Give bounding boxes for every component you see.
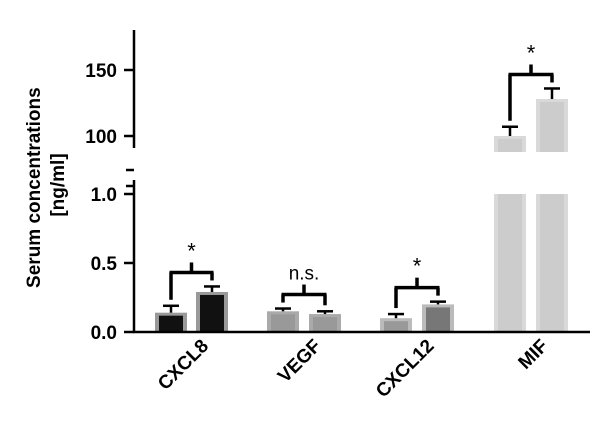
x-category-label: CXCL12 <box>372 336 438 402</box>
y-axis-label: Serum concentrations [ng/ml] <box>24 82 69 288</box>
y-tick-label: 150 <box>85 61 117 82</box>
bar-inner <box>384 321 408 332</box>
bars-layer <box>155 99 568 332</box>
significance-label: n.s. <box>289 264 320 285</box>
significance-label: * <box>413 254 422 279</box>
significance-label: * <box>527 40 536 65</box>
bar-inner <box>313 317 337 332</box>
bar-inner <box>271 314 295 332</box>
y-tick-label: 1.0 <box>91 185 117 206</box>
error-bars-layer <box>163 87 560 319</box>
x-labels-layer: CXCL8 VEGF CXCL12 MIF <box>154 336 552 402</box>
bar-inner <box>540 102 564 152</box>
significance-label: * <box>187 238 196 263</box>
x-category-label: CXCL8 <box>154 336 213 395</box>
significance-layer: * n.s. * * <box>169 40 554 309</box>
bar-inner <box>498 139 522 152</box>
bar-inner <box>540 194 564 332</box>
axes-layer <box>126 30 590 334</box>
y-tick-label: 0.5 <box>91 254 118 275</box>
bar-inner <box>159 315 183 332</box>
y-tick-label: 0.0 <box>91 323 117 344</box>
y-axis-label-line-1: Serum concentrations <box>24 87 45 288</box>
bar-inner <box>200 294 224 332</box>
y-ticks-layer: 0.0 0.5 1.0 100 150 <box>85 61 134 344</box>
bar-inner <box>426 307 450 332</box>
bar-inner <box>498 194 522 332</box>
y-axis-label-line-2: [ng/ml] <box>48 153 69 216</box>
y-tick-label: 100 <box>85 127 117 148</box>
x-category-label: VEGF <box>274 336 325 387</box>
x-category-label: MIF <box>515 336 553 374</box>
